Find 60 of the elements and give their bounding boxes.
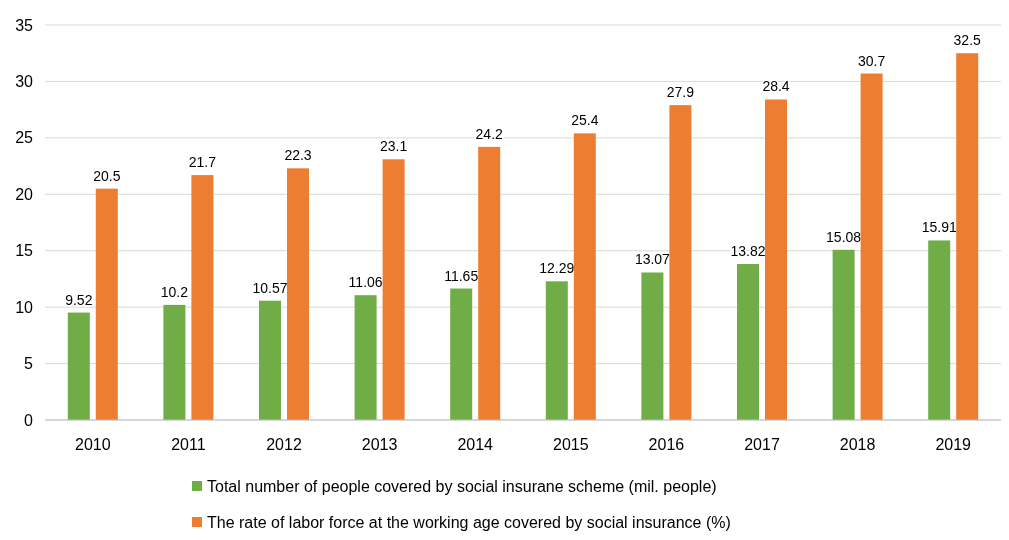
bar — [163, 304, 186, 420]
data-label: 11.06 — [348, 274, 383, 291]
data-label: 20.5 — [93, 167, 121, 184]
legend-label: The rate of labor force at the working age covered by social insurance (%) — [207, 513, 731, 531]
data-label: 25.4 — [571, 112, 599, 129]
x-tick-label: 2016 — [648, 436, 685, 453]
bar — [450, 288, 473, 420]
bar — [956, 53, 979, 420]
data-label: 13.07 — [634, 251, 671, 268]
data-label: 11.65 — [444, 267, 479, 284]
bar — [545, 281, 568, 420]
bar — [354, 295, 377, 420]
bar — [573, 133, 596, 420]
x-tick-label: 2010 — [75, 436, 111, 453]
x-tick-label: 2011 — [171, 436, 206, 453]
bar — [67, 312, 90, 420]
data-label: 15.91 — [921, 219, 957, 236]
x-tick-label: 2013 — [361, 436, 398, 453]
x-tick-label: 2019 — [935, 436, 972, 453]
bar — [765, 99, 787, 420]
bar — [382, 159, 405, 420]
data-label: 32.5 — [953, 32, 982, 49]
y-tick-label: 30 — [15, 73, 34, 91]
bar — [641, 272, 664, 420]
y-tick-label: 20 — [15, 185, 34, 203]
bar — [478, 146, 501, 420]
data-label: 28.4 — [762, 78, 790, 95]
bar — [928, 240, 951, 420]
data-label: 30.7 — [857, 52, 886, 69]
bar — [737, 264, 759, 420]
legend-label: Total number of people covered by social insurane scheme (mil. people) — [207, 477, 717, 495]
y-tick-label: 0 — [24, 411, 34, 429]
data-label: 24.2 — [475, 125, 504, 142]
y-tick-label: 25 — [15, 129, 34, 147]
data-label: 15.08 — [826, 228, 862, 245]
x-tick-label: 2017 — [744, 436, 780, 453]
x-tick-label: 2014 — [457, 436, 494, 453]
data-label: 9.52 — [65, 291, 93, 308]
data-label: 22.3 — [284, 147, 312, 164]
x-tick-label: 2018 — [839, 436, 876, 453]
y-tick-label: 5 — [24, 355, 34, 373]
bar — [860, 73, 883, 420]
data-label: 13.82 — [730, 243, 766, 260]
data-label: 27.9 — [666, 84, 695, 101]
bar — [95, 188, 118, 420]
data-label: 10.57 — [252, 279, 288, 296]
data-label: 12.29 — [539, 260, 575, 277]
x-tick-label: 2015 — [553, 436, 589, 453]
y-tick-label: 35 — [15, 16, 34, 34]
y-tick-label: 15 — [15, 242, 34, 260]
data-label: 21.7 — [188, 154, 217, 171]
bar — [832, 249, 855, 420]
x-tick-label: 2012 — [266, 436, 302, 453]
bar — [259, 300, 281, 420]
bar — [287, 168, 309, 420]
data-label: 23.1 — [379, 138, 408, 155]
data-label: 10.2 — [160, 283, 189, 300]
bar — [669, 105, 692, 420]
bar — [191, 175, 214, 420]
y-tick-label: 10 — [15, 298, 34, 316]
